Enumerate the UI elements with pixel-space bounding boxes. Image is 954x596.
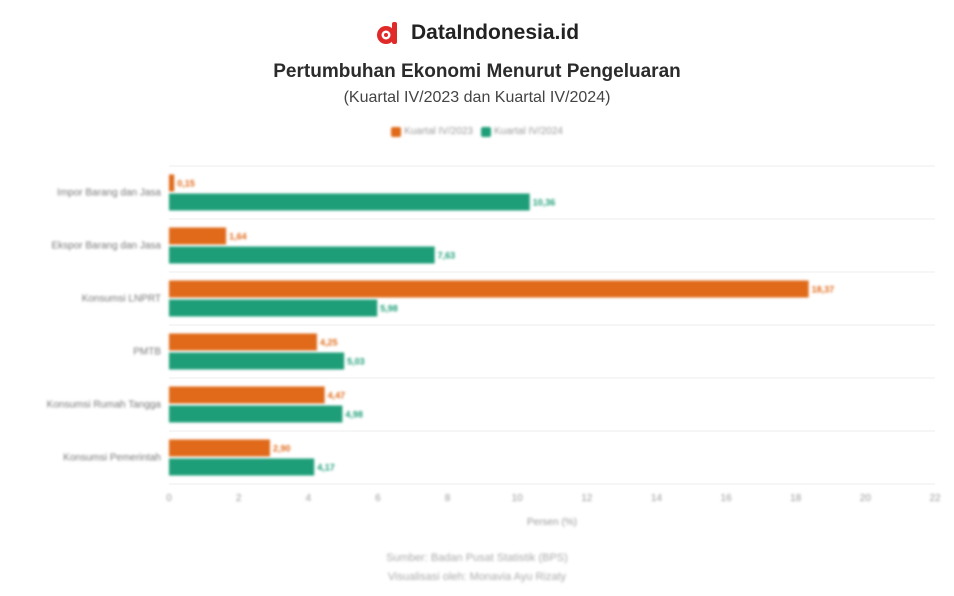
x-tick-label: 8 xyxy=(445,493,451,504)
data-label-2023: 18,37 xyxy=(812,285,835,295)
bar-2024 xyxy=(169,299,378,317)
legend-label-2024: Kuartal IV/2024 xyxy=(494,126,563,137)
data-label-2024: 4,98 xyxy=(345,410,363,420)
bar-2023 xyxy=(169,386,325,404)
data-label-2023: 2,90 xyxy=(273,444,291,454)
bar-2023 xyxy=(169,333,317,351)
legend-item-2023: Kuartal IV/2023 xyxy=(391,126,473,137)
bar-2023 xyxy=(169,174,175,192)
data-label-2023: 0,15 xyxy=(177,179,195,189)
footer-visualization: Visualisasi oleh: Monavia Ayu Rizaty xyxy=(387,571,567,583)
x-tick-label: 14 xyxy=(651,493,663,504)
x-tick-label: 16 xyxy=(721,493,733,504)
legend-swatch-2023 xyxy=(391,126,402,137)
data-label-2023: 4,47 xyxy=(328,391,346,401)
chart-title: Pertumbuhan Ekonomi Menurut Pengeluaran xyxy=(273,61,681,82)
x-tick-label: 0 xyxy=(166,493,172,504)
category-label: PMTB xyxy=(133,347,161,358)
legend-swatch-2024 xyxy=(481,126,491,137)
x-axis-label: Persen (%) xyxy=(527,517,577,528)
chart-legend: Kuartal IV/2023 Kuartal IV/2024 xyxy=(0,126,954,137)
legend-label-2023: Kuartal IV/2023 xyxy=(404,126,473,137)
x-tick-label: 20 xyxy=(860,493,872,504)
category-label: Konsumsi LNPRT xyxy=(82,294,161,305)
category-label: Konsumsi Pemerintah xyxy=(63,453,161,464)
bar-2023 xyxy=(169,439,270,457)
x-tick-label: 6 xyxy=(375,493,381,504)
data-label-2024: 5,98 xyxy=(380,304,398,314)
bar-2023 xyxy=(169,280,809,298)
category-label: Ekspor Barang dan Jasa xyxy=(51,241,161,252)
bar-2024 xyxy=(169,458,315,476)
data-label-2023: 4,25 xyxy=(320,338,338,348)
data-label-2024: 7,63 xyxy=(438,251,456,261)
x-tick-label: 12 xyxy=(581,493,593,504)
x-tick-label: 22 xyxy=(929,493,941,504)
x-tick-label: 4 xyxy=(305,493,311,504)
bar-2023 xyxy=(169,227,227,245)
bar-2024 xyxy=(169,352,345,370)
category-label: Konsumsi Rumah Tangga xyxy=(47,400,162,411)
x-tick-label: 2 xyxy=(236,493,242,504)
data-label-2024: 5,03 xyxy=(347,357,365,367)
bar-2024 xyxy=(169,246,435,264)
x-tick-label: 10 xyxy=(512,493,524,504)
category-label: Impor Barang dan Jasa xyxy=(57,188,161,199)
footer-source: Sumber: Badan Pusat Statistik (BPS) xyxy=(386,552,568,564)
bar-2024 xyxy=(169,193,530,211)
x-tick-label: 18 xyxy=(790,493,802,504)
data-label-2023: 1,64 xyxy=(229,232,247,242)
legend-item-2024: Kuartal IV/2024 xyxy=(481,126,563,137)
data-label-2024: 4,17 xyxy=(317,463,335,473)
brand-name: DataIndonesia.id xyxy=(410,21,580,44)
data-label-2024: 10,36 xyxy=(533,198,556,208)
bar-2024 xyxy=(169,405,343,423)
chart-subtitle: (Kuartal IV/2023 dan Kuartal IV/2024) xyxy=(343,89,611,106)
brand-header: DataIndonesia.id xyxy=(0,20,954,46)
dataindonesia-logo-icon xyxy=(375,20,401,46)
